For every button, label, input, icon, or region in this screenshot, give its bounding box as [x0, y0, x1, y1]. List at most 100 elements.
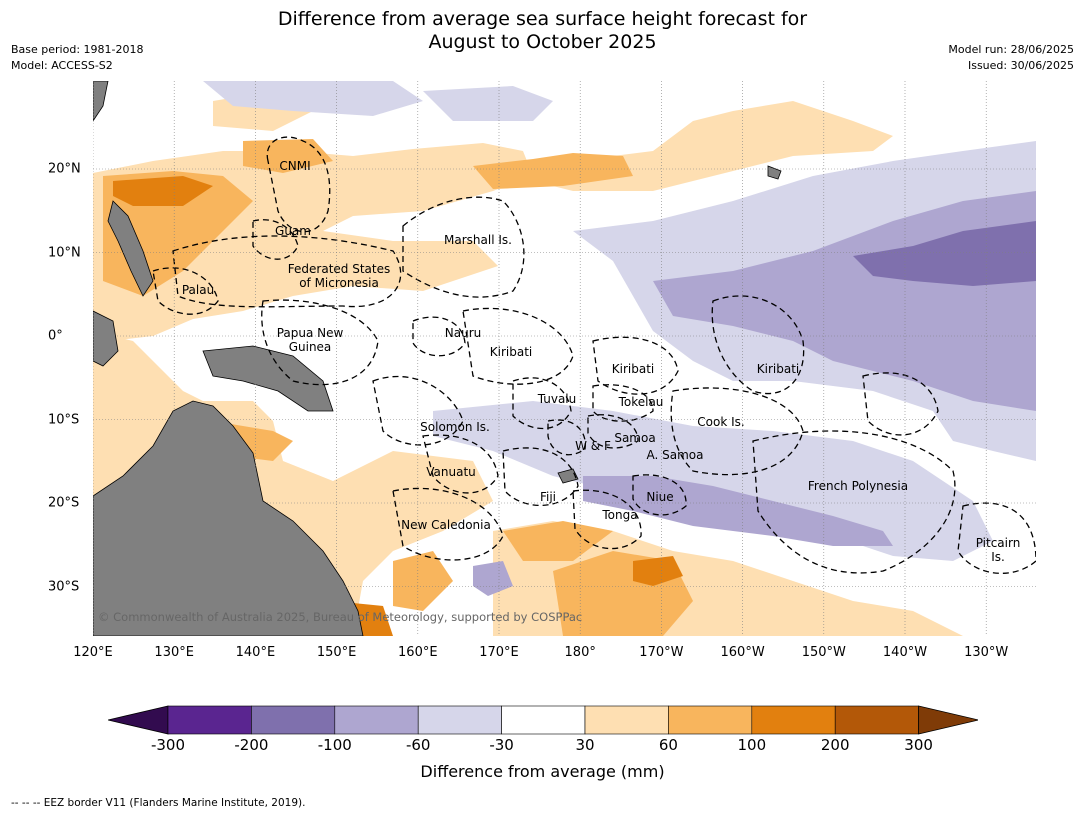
- region-label-line: Kiribati: [756, 362, 800, 376]
- sea-height-map: [93, 81, 1036, 636]
- eez-borders: [152, 136, 1036, 574]
- colorbar-tick-label: -100: [317, 736, 352, 754]
- anomaly-100-200-south: [633, 556, 683, 586]
- longitude-tick-label: 150°E: [316, 645, 357, 660]
- longitude-tick-label: 180°: [564, 645, 596, 660]
- australia-land: [93, 400, 364, 636]
- colorbar: [108, 705, 978, 735]
- colorbar-tick-label: -30: [489, 736, 514, 754]
- latitude-tick-label: 0°: [48, 328, 63, 344]
- eez-kiribati-phoenix: [592, 336, 679, 395]
- eez-pitcairn: [957, 502, 1036, 574]
- anomaly-100-200-north: [113, 176, 213, 206]
- colorbar-tick-label: 200: [820, 736, 850, 754]
- region-label: Vanuatu: [426, 465, 476, 479]
- longitude-tick-label: 130°W: [964, 645, 1009, 660]
- colorbar-tick-label: -300: [150, 736, 186, 754]
- colorbar-tick-label: 30: [575, 736, 595, 754]
- region-label-line: A. Samoa: [646, 448, 704, 462]
- eez-samoa: [587, 414, 639, 449]
- eez-cnmi: [266, 136, 331, 233]
- region-label-line: Pitcairn: [975, 536, 1021, 550]
- region-label: A. Samoa: [647, 448, 704, 462]
- region-label-line: New Caledonia: [401, 518, 491, 532]
- colorbar-tick-label: -60: [405, 736, 431, 754]
- eez-kiribati-gilbert: [462, 307, 574, 385]
- region-label-line: Guam: [275, 224, 311, 238]
- region-label-line: Tonga: [602, 508, 638, 522]
- eez-niue: [632, 474, 687, 516]
- region-label: Samoa: [614, 431, 655, 445]
- map-title: Difference from average sea surface heig…: [0, 8, 1085, 54]
- region-label-line: Tuvalu: [537, 392, 577, 406]
- region-label: Pitcairn Is.: [976, 536, 1021, 564]
- model-text: Model: ACCESS-S2: [11, 59, 113, 72]
- fiji-land: [557, 468, 579, 484]
- eez-kiribati-line: [711, 295, 805, 395]
- anomaly-minus30-60-south-band: [433, 401, 993, 561]
- eez-hawaii-south: [862, 372, 939, 436]
- longitude-tick-label: 160°E: [398, 645, 438, 660]
- map-panel: CNMI Guam Marshall Is. Federated States of M…: [93, 81, 1036, 636]
- philippines-land: [107, 200, 154, 297]
- longitude-tick-label: 150°W: [801, 645, 846, 660]
- region-label-line: Guinea: [288, 340, 332, 354]
- issued-text: Issued: 30/06/2025: [967, 59, 1074, 72]
- eez-vanuatu: [422, 434, 499, 494]
- longitude-tick-label: 170°W: [639, 645, 684, 660]
- region-label-line: of Micronesia: [299, 276, 379, 290]
- eez-tonga: [572, 489, 642, 550]
- colorbar-tick-label: 60: [658, 736, 678, 754]
- latitude-tick-label: 20°S: [48, 495, 80, 511]
- region-label-line: Niue: [646, 490, 674, 504]
- borneo-indonesia-land: [93, 310, 119, 367]
- eez-wallis: [547, 419, 586, 456]
- asia-coast-land: [93, 81, 109, 122]
- region-label-line: Samoa: [614, 431, 656, 445]
- latitude-tick-label: 30°S: [48, 579, 80, 594]
- new-guinea-land: [202, 345, 334, 412]
- region-label: Fiji: [540, 490, 556, 504]
- graticule: [93, 81, 1036, 636]
- region-label-line: Is.: [991, 550, 1005, 564]
- region-label-line: Cook Is.: [697, 415, 745, 429]
- colorbar-segment: [334, 705, 419, 735]
- title-line-2: August to October 2025: [428, 31, 657, 53]
- colorbar-segment: [834, 705, 919, 735]
- eez-new-caledonia: [392, 487, 504, 561]
- eez-tuvalu: [512, 377, 572, 429]
- colorbar-segment: [501, 705, 586, 735]
- longitude-tick-label: 160°W: [720, 645, 765, 660]
- anomaly-minus100-200-east: [853, 221, 1036, 286]
- region-label: French Polynesia: [808, 479, 908, 493]
- eez-footnote: -- -- -- EEZ border V11 (Flanders Marine…: [11, 797, 306, 809]
- region-label: Tonga: [602, 508, 637, 522]
- region-label-line: Palau: [181, 283, 215, 297]
- colorbar-tick-label: 100: [737, 736, 767, 754]
- region-label-line: French Polynesia: [807, 479, 909, 493]
- eez-marshall: [402, 196, 525, 298]
- region-label-line: Federated States: [287, 262, 391, 276]
- latitude-tick-label: 20°N: [48, 161, 81, 177]
- region-label: Tuvalu: [538, 392, 577, 406]
- land-masses: [93, 81, 782, 636]
- longitude-tick-label: 120°E: [73, 645, 113, 660]
- longitude-tick-label: 170°E: [479, 645, 519, 660]
- colorbar-segment: [584, 705, 669, 735]
- region-label: Papua New Guinea: [277, 326, 344, 354]
- region-label-line: Kiribati: [611, 362, 655, 376]
- longitude-tick-label: 140°W: [882, 645, 928, 660]
- colorbar-segment: [167, 705, 252, 735]
- colorbar-segment: [668, 705, 753, 735]
- region-label: Nauru: [445, 326, 481, 340]
- colorbar-extend-low: [108, 705, 169, 735]
- longitude-tick-label: 140°E: [235, 645, 276, 660]
- eez-tokelau: [592, 384, 654, 422]
- region-label: Solomon Is.: [420, 420, 490, 434]
- region-label: Kiribati: [757, 362, 799, 376]
- model-run-info: Model run: 28/06/2025 Issued: 30/06/2025: [948, 42, 1074, 74]
- region-label: Palau: [182, 283, 214, 297]
- eez-palau: [152, 267, 219, 315]
- region-label-line: Kiribati: [489, 345, 533, 359]
- base-period-info: Base period: 1981-2018 Model: ACCESS-S2: [11, 42, 143, 74]
